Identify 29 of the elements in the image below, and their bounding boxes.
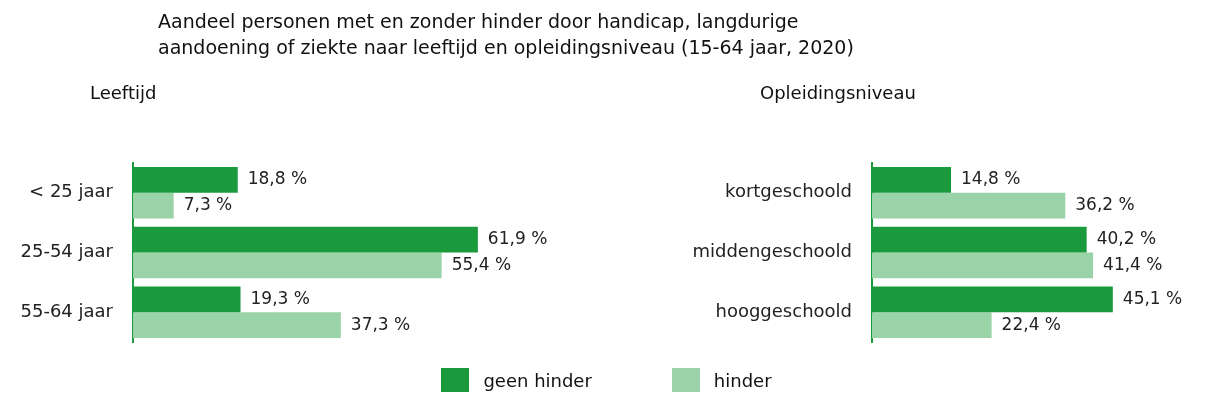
data-label: 37,3 % bbox=[350, 313, 411, 334]
chart-subtitle: Opleidingsniveau bbox=[760, 82, 916, 103]
data-label: 7,3 % bbox=[183, 193, 233, 214]
data-label: 36,2 % bbox=[1075, 193, 1135, 214]
bar bbox=[133, 252, 442, 279]
y-tick-label: 55-64 jaar bbox=[20, 299, 114, 321]
y-tick-label: kortgeschoold bbox=[725, 180, 852, 202]
legend-label: geen hinder bbox=[483, 369, 592, 391]
bar bbox=[133, 312, 341, 339]
y-tick-label: 25-54 jaar bbox=[20, 240, 114, 262]
y-tick-label: hooggeschoold bbox=[715, 299, 852, 321]
data-label: 18,8 % bbox=[247, 168, 308, 189]
bar bbox=[133, 192, 174, 219]
bar bbox=[872, 252, 1094, 279]
legend-label: hinder bbox=[713, 369, 772, 391]
bar bbox=[872, 312, 992, 339]
chart-subtitle: Leeftijd bbox=[90, 82, 157, 103]
data-label: 22,4 % bbox=[1001, 313, 1062, 334]
data-label: 40,2 % bbox=[1096, 228, 1157, 249]
data-label: 14,8 % bbox=[961, 168, 1021, 189]
data-label: 19,3 % bbox=[250, 287, 310, 308]
data-label: 45,1 % bbox=[1122, 287, 1183, 308]
y-tick-label: middengeschoold bbox=[692, 240, 852, 262]
bar bbox=[872, 192, 1066, 219]
chart-title: Aandeel personen met en zonder hinder door handicap, langdurige aandoening of ziekte naar leeftijd en opleidingsniveau (15-64 jaar, 2020) bbox=[158, 9, 855, 60]
data-label: 41,4 % bbox=[1103, 253, 1163, 274]
data-label: 61,9 % bbox=[487, 228, 548, 249]
data-label: 55,4 % bbox=[451, 253, 512, 274]
y-tick-label: < 25 jaar bbox=[29, 180, 114, 202]
